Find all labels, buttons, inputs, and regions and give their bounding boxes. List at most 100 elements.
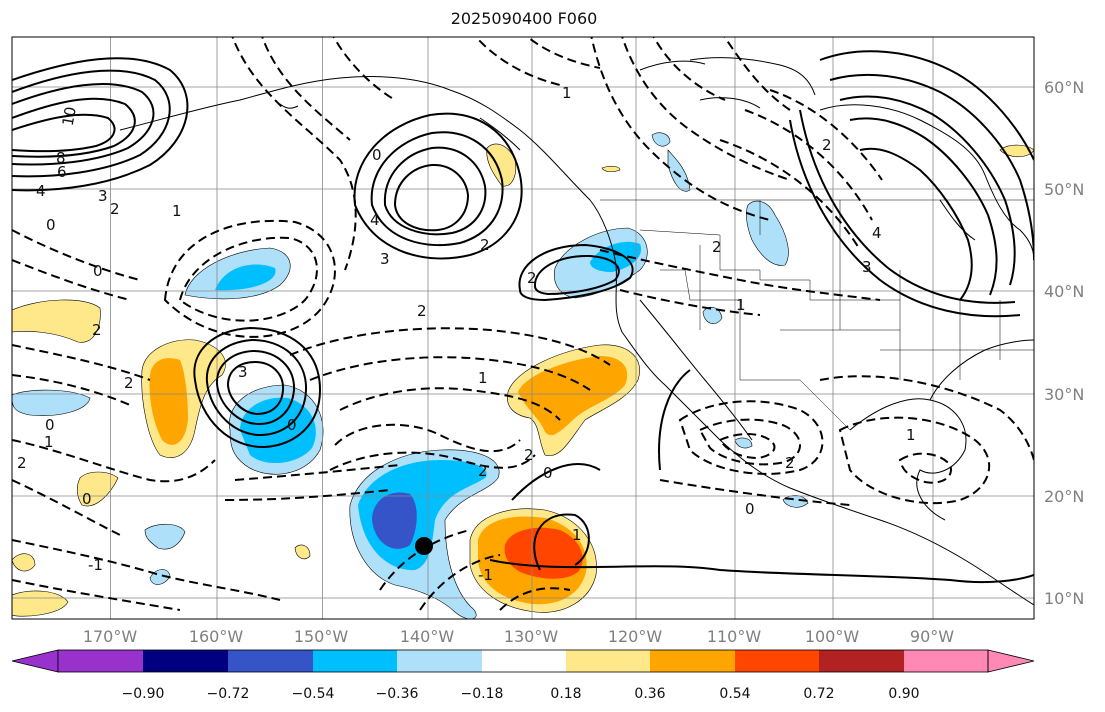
- anomaly-negative-area: [215, 264, 276, 291]
- storm-position-dot: [415, 537, 433, 555]
- contour-label: 10: [59, 105, 80, 127]
- contour-label: 2: [124, 374, 134, 392]
- contour-label: 0: [543, 464, 553, 482]
- contour-label: 2: [110, 200, 120, 218]
- longitude-tick-label: 110°W: [707, 627, 762, 646]
- contour-label: 2: [480, 236, 490, 254]
- latitude-tick-label: 20°N: [1044, 487, 1084, 506]
- negative-contours: [12, 37, 1034, 611]
- colorbar-tick-label: 0.36: [634, 686, 665, 702]
- state-borders: [600, 199, 1034, 431]
- colorbar-tick-label: −0.54: [292, 686, 335, 702]
- longitude-tick-label: 120°W: [608, 627, 663, 646]
- colorbar-tick-label: 0.18: [550, 686, 581, 702]
- latitude-tick-label: 30°N: [1044, 385, 1084, 404]
- colorbar-tick-label: 0.54: [719, 686, 750, 702]
- colorbar-extend-low: [11, 649, 59, 673]
- longitude-tick-label: 130°W: [504, 627, 559, 646]
- contour-label: 3: [862, 258, 872, 276]
- positive-contours: [12, 50, 1034, 584]
- contour-label: 4: [370, 211, 380, 229]
- contour-label: 4: [36, 182, 46, 200]
- colorbar-segment: [566, 650, 650, 672]
- anomaly-negative-area: [144, 523, 186, 550]
- contour-label: 2: [417, 302, 427, 320]
- contour-label: 0: [287, 416, 297, 434]
- anomaly-positive-area: [12, 590, 69, 617]
- contour-label: 8: [56, 149, 66, 167]
- colorbar-segment: [228, 650, 313, 672]
- longitude-tick-label: 140°W: [400, 627, 455, 646]
- contour-label: 2: [524, 446, 534, 464]
- contour-label: 1: [906, 426, 916, 444]
- contour-label: 2: [478, 462, 488, 480]
- colorbar-tick-label: −0.18: [461, 686, 504, 702]
- map-frame: [11, 36, 1035, 620]
- contour-label: 6: [57, 163, 67, 181]
- contour-label: 1: [44, 433, 54, 451]
- contour-label: 0: [82, 490, 92, 508]
- longitude-tick-label: 90°W: [910, 627, 954, 646]
- anomaly-negative-area: [746, 200, 789, 266]
- contour-label: 1: [172, 202, 182, 220]
- contour-label: 2: [527, 269, 537, 287]
- anomaly-positive-area: [12, 299, 101, 343]
- anomaly-negative-area: [734, 437, 753, 449]
- colorbar-outline: [57, 649, 989, 673]
- colorbar-tick-label: 0.72: [803, 686, 834, 702]
- colorbar-segment: [143, 650, 228, 672]
- anomaly-positive-area: [518, 356, 628, 436]
- map-title: 2025090400 F060: [450, 9, 598, 28]
- contour-label: 3: [238, 363, 248, 381]
- colorbar-tick-labels: −0.90 −0.72 −0.54 −0.36 −0.18 0.18 0.36 …: [122, 686, 920, 702]
- latitude-tick-label: 60°N: [1044, 78, 1084, 97]
- anomaly-negative-area: [12, 389, 91, 416]
- contour-label: 2: [17, 454, 27, 472]
- contour-label: 1: [736, 296, 746, 314]
- longitude-tick-label: 100°W: [805, 627, 860, 646]
- latitude-tick-label: 40°N: [1044, 282, 1084, 301]
- contour-label: 2: [785, 454, 795, 472]
- longitude-tick-label: 170°W: [83, 627, 138, 646]
- longitude-tick-label: 150°W: [294, 627, 349, 646]
- longitude-tick-label: 160°W: [189, 627, 244, 646]
- contour-label: 3: [380, 250, 390, 268]
- colorbar-segment: [58, 650, 143, 672]
- colorbar-segment: [650, 650, 735, 672]
- colorbar-segment: [482, 650, 566, 672]
- latitude-tick-label: 10°N: [1044, 589, 1084, 608]
- contour-label: 0: [46, 216, 56, 234]
- colorbar-segment: [819, 650, 904, 672]
- contour-label: 0: [372, 146, 382, 164]
- contour-label: 1: [562, 84, 572, 102]
- contour-label: 1: [478, 369, 488, 387]
- colorbar: [11, 649, 1035, 673]
- colorbar-segment: [735, 650, 819, 672]
- anomaly-positive-area: [149, 358, 188, 445]
- anomaly-negative-area: [372, 492, 417, 549]
- contour-label: 0: [745, 500, 755, 518]
- contour-label: -1: [88, 556, 103, 574]
- anomaly-positive-area: [294, 544, 311, 560]
- colorbar-tick-label: 0.90: [888, 686, 919, 702]
- colorbar-tick-label: −0.36: [376, 686, 419, 702]
- anomaly-negative-area: [651, 132, 671, 147]
- latitude-axis: 60°N 50°N 40°N 30°N 20°N 10°N: [1044, 78, 1084, 608]
- contour-label: 0: [45, 416, 55, 434]
- coastlines: [119, 57, 1034, 606]
- colorbar-segment: [397, 650, 482, 672]
- colorbar-tick-label: −0.90: [122, 686, 165, 702]
- contour-label: 2: [712, 238, 722, 256]
- latitude-tick-label: 50°N: [1044, 180, 1084, 199]
- anomaly-positive-area: [12, 553, 36, 572]
- contour-labels: 10 8 6 4 3 2 1 0 0 2 0 2 3 1 0 -1 2 0 4 …: [17, 84, 916, 584]
- longitude-axis: 170°W 160°W 150°W 140°W 130°W 120°W 110°…: [83, 627, 954, 646]
- colorbar-extend-high: [987, 649, 1035, 673]
- contour-label: 3: [98, 187, 108, 205]
- anomaly-negative-area: [590, 241, 642, 272]
- anomaly-positive-area: [486, 143, 517, 187]
- contour-label: -1: [478, 566, 493, 584]
- colorbar-tick-label: −0.72: [207, 686, 250, 702]
- contour-label: 0: [93, 262, 103, 280]
